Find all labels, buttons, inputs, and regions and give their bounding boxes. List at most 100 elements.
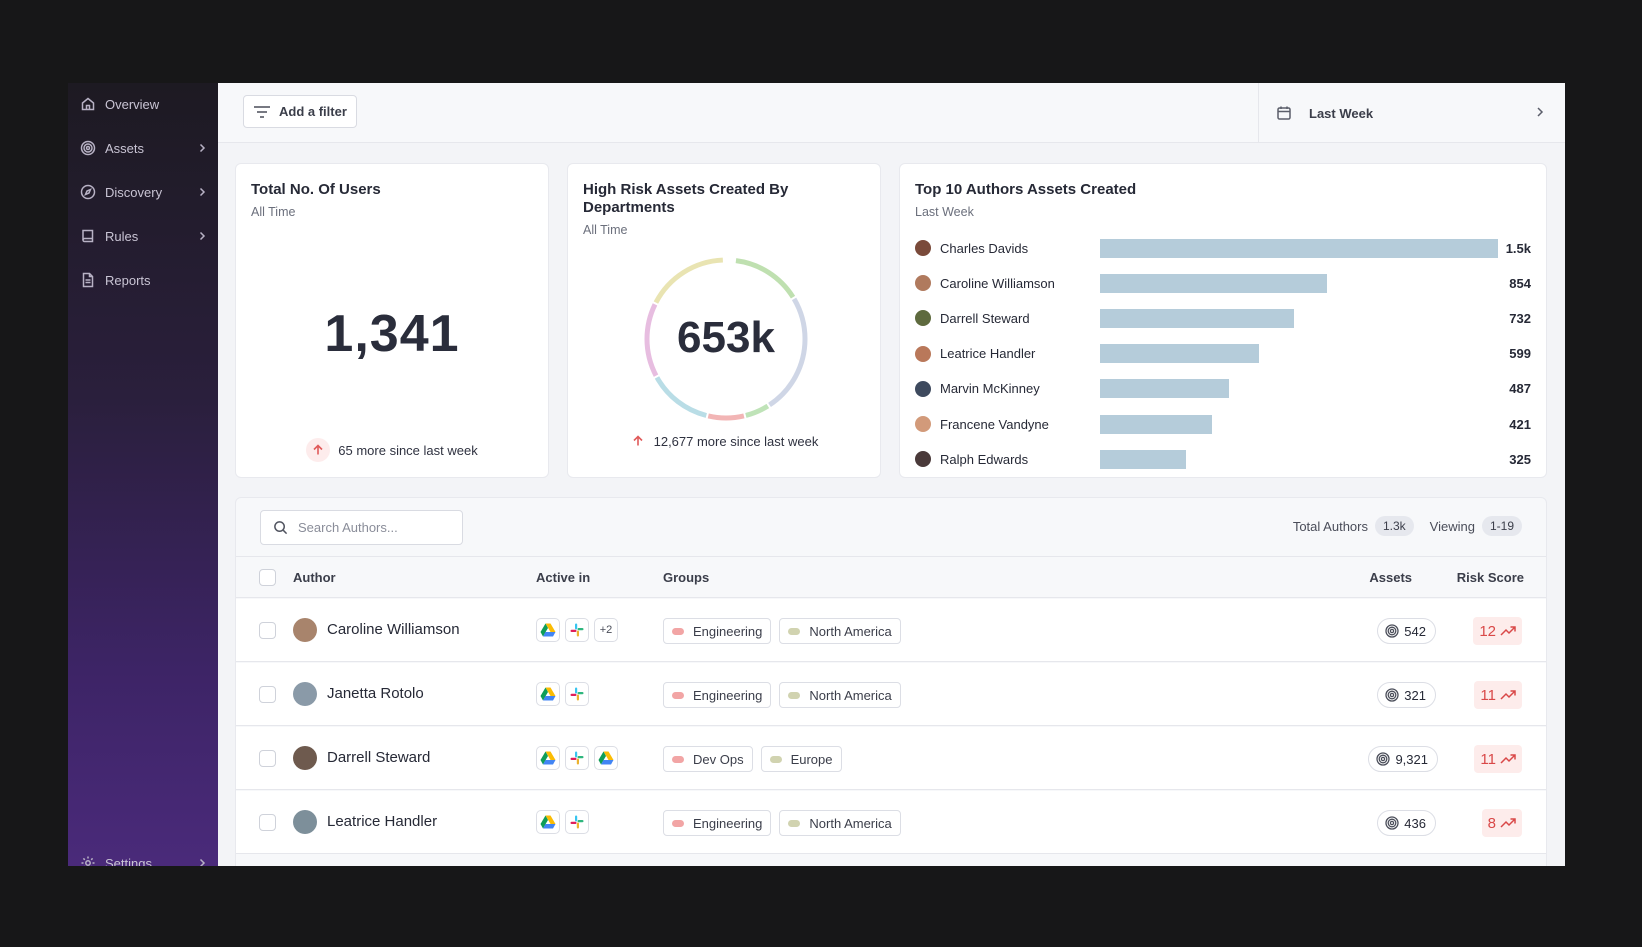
risk-score-badge[interactable]: 11 [1474, 681, 1522, 709]
sidebar-item-assets[interactable]: Assets [80, 135, 208, 161]
google-drive-icon[interactable] [536, 682, 560, 706]
slack-icon[interactable] [565, 746, 589, 770]
target-icon [1385, 816, 1399, 830]
bar-label: Darrell Steward [940, 310, 1030, 326]
select-all-checkbox[interactable] [259, 569, 276, 586]
google-drive-icon[interactable] [536, 810, 560, 834]
avatar [293, 682, 317, 706]
calendar-icon [1277, 106, 1291, 120]
group-tag-label: Engineering [693, 687, 763, 703]
document-icon [80, 272, 96, 288]
row-checkbox[interactable] [259, 814, 276, 831]
sidebar-item-label: Reports [105, 272, 151, 288]
risk-score-badge[interactable]: 8 [1481, 809, 1522, 837]
row-checkbox[interactable] [259, 750, 276, 767]
google-drive-icon[interactable] [536, 746, 560, 770]
risk-score-badge[interactable]: 12 [1473, 617, 1522, 645]
avatar [915, 310, 931, 327]
group-dot [672, 755, 684, 763]
active-in-apps: +2 [536, 618, 623, 642]
filter-icon [254, 105, 270, 118]
groups-list: Engineering North America [663, 618, 909, 644]
table-row[interactable]: Caroline Williamson +2 Engineering North Am… [236, 599, 1546, 662]
group-tag[interactable]: Engineering [663, 682, 772, 708]
sidebar-item-settings[interactable]: Settings [80, 850, 208, 866]
table-row[interactable]: Leatrice Handler Engineering North America… [236, 791, 1546, 854]
card-subtitle: Last Week [915, 205, 974, 219]
risk-score-badge[interactable]: 11 [1474, 745, 1522, 773]
table-row[interactable]: Janetta Rotolo Engineering North America 32… [236, 663, 1546, 726]
card-title: Top 10 Authors Assets Created [915, 181, 1137, 198]
target-icon [1385, 624, 1399, 638]
assets-count-badge[interactable]: 436 [1377, 810, 1436, 836]
group-tag[interactable]: North America [779, 682, 901, 708]
active-in-apps [536, 682, 594, 706]
risk-score-value: 11 [1480, 686, 1496, 704]
column-header-groups[interactable]: Groups [663, 570, 710, 585]
bar-value-label: 854 [1509, 275, 1531, 291]
row-checkbox[interactable] [259, 622, 276, 639]
bar-row: Marvin McKinney 487 [915, 379, 1531, 399]
search-input[interactable] [298, 520, 448, 535]
avatar [293, 810, 317, 834]
add-filter-label: Add a filter [279, 104, 347, 119]
card-title: Total No. Of Users [251, 181, 381, 198]
groups-list: Dev Ops Europe [663, 746, 850, 772]
viewing-badge: 1-19 [1481, 516, 1522, 536]
table-stats: Total Authors 1.3k Viewing 1-19 [1293, 516, 1522, 536]
group-tag[interactable]: North America [779, 618, 901, 644]
assets-count-badge[interactable]: 542 [1377, 618, 1436, 644]
group-tag[interactable]: Engineering [663, 810, 772, 836]
sidebar-item-label: Settings [105, 855, 152, 867]
more-apps-badge[interactable]: +2 [594, 618, 618, 642]
author-name[interactable]: Leatrice Handler [327, 813, 438, 830]
sidebar-item-rules[interactable]: Rules [80, 223, 208, 249]
group-tag[interactable]: North America [779, 810, 901, 836]
slack-icon[interactable] [565, 810, 589, 834]
target-icon [1376, 752, 1391, 766]
author-name[interactable]: Caroline Williamson [327, 621, 460, 638]
app-window: Overview Assets Discovery Rules Reports … [68, 83, 1565, 866]
column-header-assets[interactable]: Assets [1369, 570, 1412, 585]
google-drive-icon[interactable] [536, 618, 560, 642]
search-field[interactable] [260, 510, 463, 545]
avatar [915, 451, 931, 468]
group-tag-label: Engineering [693, 623, 763, 639]
bar-value-label: 732 [1509, 310, 1531, 326]
sidebar-item-reports[interactable]: Reports [80, 267, 208, 293]
column-header-risk-score[interactable]: Risk Score [1456, 570, 1524, 585]
trend-indicator: 12,677 more since last week [568, 433, 880, 449]
top-toolbar: Add a filter Last Week [218, 83, 1565, 143]
bar [1100, 344, 1259, 364]
add-filter-button[interactable]: Add a filter [243, 95, 357, 128]
bar-row: Francene Vandyne 421 [915, 414, 1531, 434]
slack-icon[interactable] [565, 682, 589, 706]
sidebar-item-discovery[interactable]: Discovery [80, 179, 208, 205]
avatar [293, 618, 317, 642]
card-subtitle: All Time [583, 223, 628, 237]
bar-label: Marvin McKinney [940, 381, 1040, 397]
target-icon [1385, 688, 1399, 702]
group-tag[interactable]: Engineering [663, 618, 772, 644]
column-header-author[interactable]: Author [293, 570, 336, 585]
assets-count-badge[interactable]: 9,321 [1368, 746, 1438, 772]
bar-value-label: 1.5k [1505, 240, 1531, 256]
table-row[interactable]: Darrell Steward Dev Ops Europe 9,321 11 [236, 727, 1546, 790]
row-checkbox[interactable] [259, 686, 276, 703]
slack-icon[interactable] [565, 618, 589, 642]
author-name[interactable]: Darrell Steward [327, 749, 431, 766]
group-dot [788, 627, 801, 635]
date-range-selector[interactable]: Last Week [1258, 83, 1565, 143]
column-header-active-in[interactable]: Active in [536, 570, 591, 585]
group-tag[interactable]: Dev Ops [663, 746, 753, 772]
viewing-label: Viewing [1429, 518, 1475, 534]
group-tag[interactable]: Europe [760, 746, 842, 772]
bar-track [1100, 308, 1498, 328]
assets-count-badge[interactable]: 321 [1377, 682, 1436, 708]
assets-count: 9,321 [1395, 751, 1428, 767]
bar [1100, 273, 1327, 293]
author-name[interactable]: Janetta Rotolo [327, 685, 424, 702]
sidebar-item-overview[interactable]: Overview [80, 91, 208, 117]
google-drive-icon[interactable] [594, 746, 618, 770]
bar-value-label: 487 [1509, 381, 1531, 397]
